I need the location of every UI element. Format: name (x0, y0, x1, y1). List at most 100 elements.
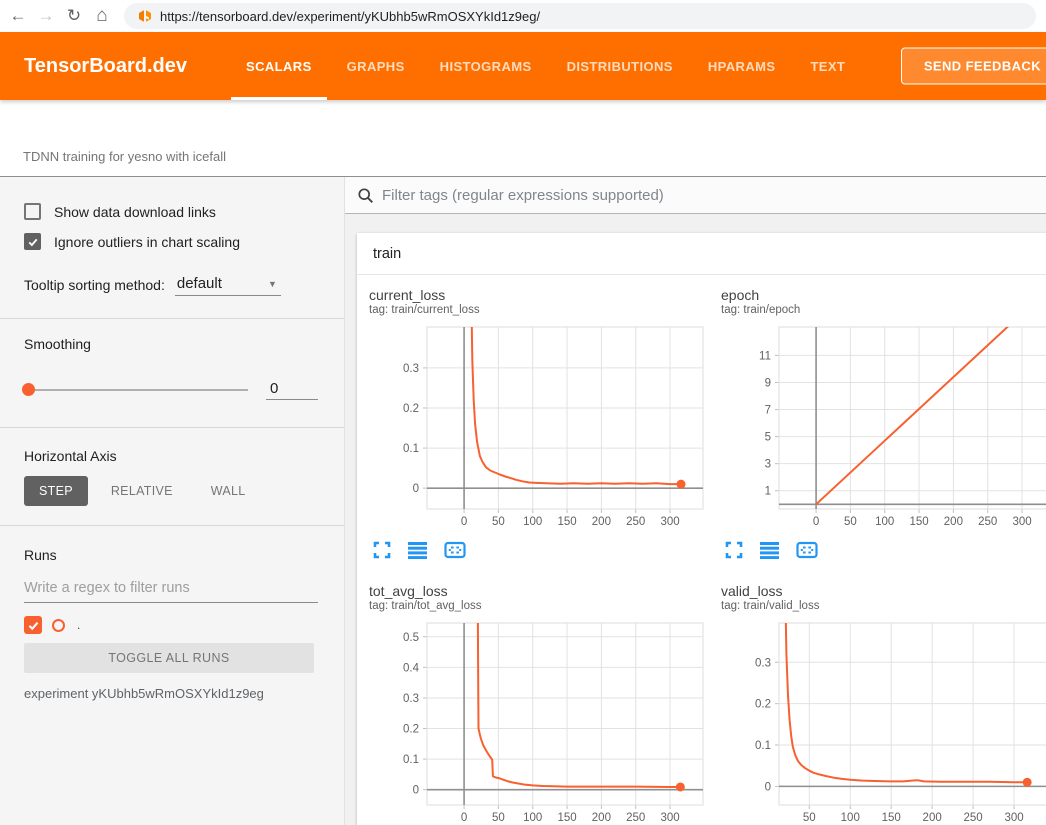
nav-tabs: SCALARSGRAPHSHISTOGRAMSDISTRIBUTIONSHPAR… (231, 32, 865, 100)
horizontal-axis-label: Horizontal Axis (24, 448, 318, 464)
show-download-links-checkbox[interactable] (24, 203, 41, 220)
fit-domain-icon[interactable] (796, 541, 818, 559)
series-line-. (785, 617, 1027, 782)
svg-text:150: 150 (909, 516, 928, 528)
train-section-title: train (373, 246, 401, 262)
run-name: . (77, 618, 80, 632)
browser-home-button[interactable]: ⌂ (88, 2, 116, 30)
svg-text:200: 200 (923, 812, 942, 824)
fit-domain-icon[interactable] (444, 541, 466, 559)
svg-text:0.1: 0.1 (403, 754, 419, 766)
run-checkbox[interactable] (24, 616, 42, 634)
svg-text:0.2: 0.2 (755, 699, 771, 711)
svg-text:5: 5 (765, 432, 771, 444)
chart-title: current_loss (369, 287, 709, 303)
tab-graphs[interactable]: GRAPHS (332, 32, 420, 100)
svg-text:150: 150 (557, 812, 576, 824)
svg-text:250: 250 (964, 812, 983, 824)
svg-text:50: 50 (492, 516, 505, 528)
train-section-header[interactable]: train (357, 233, 1046, 275)
axis-option-wall[interactable]: WALL (196, 476, 261, 506)
experiment-title: TDNN training for yesno with icefall (23, 149, 226, 164)
main-content: Filter tags (regular expressions support… (345, 177, 1046, 825)
smoothing-slider[interactable] (24, 389, 248, 391)
svg-text:0.3: 0.3 (755, 657, 771, 669)
svg-text:0.1: 0.1 (755, 740, 771, 752)
app-brand: TensorBoard.dev (24, 55, 187, 78)
settings-sidebar: Show data download links Ignore outliers… (0, 177, 345, 825)
ignore-outliers-checkbox[interactable] (24, 233, 41, 250)
svg-text:0.5: 0.5 (403, 632, 419, 644)
show-download-links-checkbox-row[interactable]: Show data download links (24, 203, 318, 220)
chart-tag: tag: train/valid_loss (721, 599, 1046, 613)
svg-text:0: 0 (413, 483, 419, 495)
axis-option-step[interactable]: STEP (24, 476, 88, 506)
tab-hparams[interactable]: HPARAMS (693, 32, 791, 100)
runs-regex-input[interactable] (24, 580, 318, 603)
data-table-icon[interactable] (408, 541, 427, 559)
tooltip-sorting-select[interactable]: default ▼ (175, 275, 281, 296)
svg-text:100: 100 (875, 516, 894, 528)
tab-histograms[interactable]: HISTOGRAMS (425, 32, 547, 100)
expand-icon[interactable] (725, 541, 743, 559)
svg-text:0: 0 (813, 516, 819, 528)
svg-text:300: 300 (1012, 516, 1031, 528)
chart-card-current_loss: current_losstag: train/current_loss05010… (361, 275, 713, 571)
toggle-all-runs-button[interactable]: TOGGLE ALL RUNS (24, 643, 314, 673)
chart-plot-tot_avg_loss[interactable]: 05010015020025030000.10.20.30.40.5 (369, 617, 709, 824)
svg-text:7: 7 (765, 405, 771, 417)
app-header: TensorBoard.dev SCALARSGRAPHSHISTOGRAMSD… (0, 32, 1046, 100)
svg-text:100: 100 (523, 812, 542, 824)
svg-text:0.1: 0.1 (403, 443, 419, 455)
tab-text[interactable]: TEXT (795, 32, 860, 100)
url-text: https://tensorboard.dev/experiment/yKUbh… (160, 9, 540, 24)
browser-forward-button[interactable]: → (32, 2, 60, 30)
chart-card-valid_loss: valid_losstag: train/valid_loss501001502… (713, 571, 1046, 825)
svg-text:50: 50 (492, 812, 505, 824)
series-endpoint-marker (677, 480, 686, 489)
address-bar[interactable]: https://tensorboard.dev/experiment/yKUbh… (124, 3, 1036, 29)
series-endpoint-marker (676, 782, 685, 791)
smoothing-value-input[interactable]: 0 (266, 380, 318, 400)
axis-option-relative[interactable]: RELATIVE (96, 476, 188, 506)
svg-text:200: 200 (944, 516, 963, 528)
browser-back-button[interactable]: ← (4, 2, 32, 30)
tensorboard-favicon-icon (138, 9, 152, 23)
run-isolator-radio[interactable] (52, 619, 65, 632)
expand-icon[interactable] (373, 541, 391, 559)
tag-filter-bar[interactable]: Filter tags (regular expressions support… (345, 177, 1046, 214)
tab-scalars[interactable]: SCALARS (231, 32, 327, 100)
smoothing-label: Smoothing (24, 336, 318, 352)
svg-text:11: 11 (759, 350, 771, 362)
send-feedback-button[interactable]: SEND FEEDBACK (901, 48, 1046, 85)
horizontal-axis-button-group: STEP RELATIVE WALL (24, 476, 318, 506)
svg-text:300: 300 (660, 812, 679, 824)
search-icon (357, 187, 374, 204)
train-section-card: train current_losstag: train/current_los… (357, 233, 1046, 825)
browser-toolbar: ← → ↻ ⌂ https://tensorboard.dev/experime… (0, 0, 1046, 32)
series-line-. (478, 617, 681, 787)
svg-text:50: 50 (844, 516, 857, 528)
ignore-outliers-checkbox-row[interactable]: Ignore outliers in chart scaling (24, 233, 318, 250)
show-download-links-label: Show data download links (54, 204, 216, 220)
svg-text:0.3: 0.3 (403, 693, 419, 705)
data-table-icon[interactable] (760, 541, 779, 559)
svg-text:3: 3 (765, 459, 771, 471)
browser-reload-button[interactable]: ↻ (60, 2, 88, 30)
chart-plot-epoch[interactable]: 0501001502002503001357911 (721, 321, 1046, 528)
smoothing-slider-thumb[interactable] (22, 383, 35, 396)
svg-text:250: 250 (978, 516, 997, 528)
svg-text:1: 1 (765, 486, 771, 498)
svg-text:50: 50 (803, 812, 816, 824)
chart-plot-valid_loss[interactable]: 5010015020025030000.10.20.3 (721, 617, 1046, 824)
chart-card-tot_avg_loss: tot_avg_losstag: train/tot_avg_loss05010… (361, 571, 713, 825)
svg-text:250: 250 (626, 812, 645, 824)
svg-text:300: 300 (1004, 812, 1023, 824)
tab-distributions[interactable]: DISTRIBUTIONS (552, 32, 688, 100)
chart-tag: tag: train/tot_avg_loss (369, 599, 709, 613)
chart-toolbar (373, 541, 709, 559)
series-endpoint-marker (1023, 778, 1032, 787)
chart-plot-current_loss[interactable]: 05010015020025030000.10.20.3 (369, 321, 709, 528)
ignore-outliers-label: Ignore outliers in chart scaling (54, 234, 240, 250)
svg-text:100: 100 (523, 516, 542, 528)
